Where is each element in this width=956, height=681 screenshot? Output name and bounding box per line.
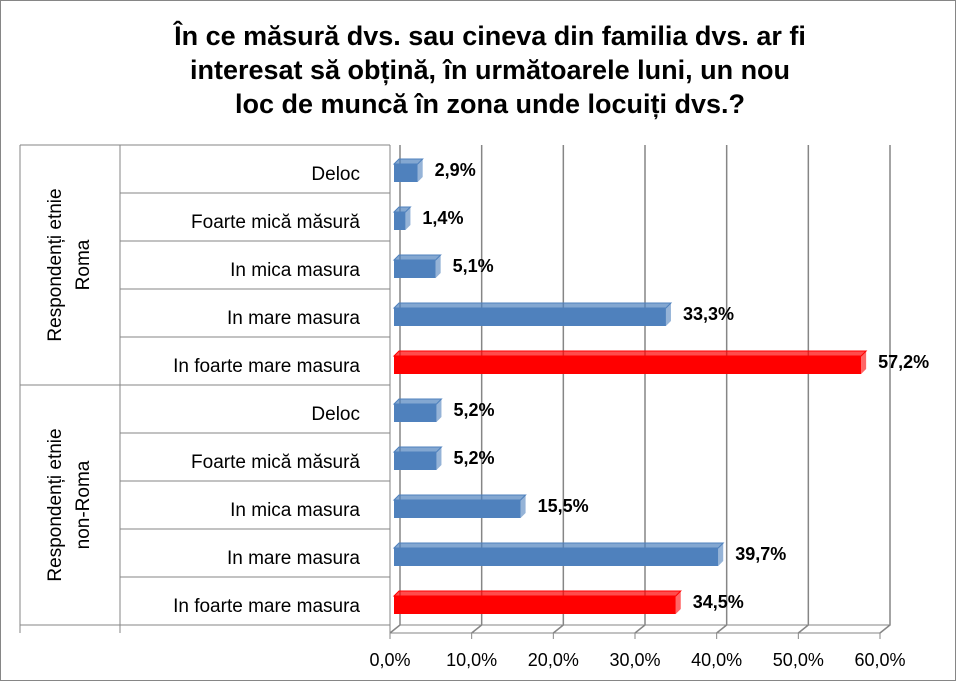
bar xyxy=(394,548,719,566)
chart-title: În ce măsură dvs. sau cineva din familia… xyxy=(172,20,806,51)
bar xyxy=(394,500,521,518)
value-label: 2,9% xyxy=(435,160,476,180)
x-tick-label: 50,0% xyxy=(773,650,824,670)
bar-top xyxy=(392,446,443,453)
x-tick-label: 30,0% xyxy=(609,650,660,670)
y-tick-label: In foarte mare masura xyxy=(173,356,360,377)
bar xyxy=(394,164,418,182)
bar-top xyxy=(392,158,424,165)
value-label: 5,1% xyxy=(453,256,494,276)
bar-side xyxy=(665,303,671,326)
bar xyxy=(394,404,437,422)
bar-side xyxy=(417,159,423,182)
y-tick-label: Foarte mică măsură xyxy=(191,452,360,473)
bar-top xyxy=(392,542,725,549)
value-label: 15,5% xyxy=(538,496,589,516)
group-label-line: Respondenți etnie xyxy=(45,428,66,581)
bar xyxy=(394,212,406,230)
y-tick-label: In mare masura xyxy=(227,548,360,569)
x-tick-label: 20,0% xyxy=(528,650,579,670)
value-label: 34,5% xyxy=(693,592,744,612)
group-label: Respondenți etnie non-Roma xyxy=(45,428,94,581)
bar-top xyxy=(392,398,443,405)
value-label: 33,3% xyxy=(683,304,734,324)
value-label: 5,2% xyxy=(453,448,494,468)
bar-top xyxy=(392,350,868,357)
group-label-line: non-Roma xyxy=(73,460,94,549)
x-tick-label: 10,0% xyxy=(446,650,497,670)
value-label: 39,7% xyxy=(735,544,786,564)
bar xyxy=(394,356,862,374)
bar-top xyxy=(392,254,442,261)
bar-side xyxy=(435,255,441,278)
bar-side xyxy=(436,447,442,470)
bar-side xyxy=(405,207,411,230)
y-tick-label: In mare masura xyxy=(227,308,360,329)
bar-top xyxy=(392,590,682,597)
bar-side xyxy=(436,399,442,422)
bar-side xyxy=(861,351,867,374)
bar-side xyxy=(675,591,681,614)
bar-side xyxy=(718,543,724,566)
value-label: 57,2% xyxy=(878,352,929,372)
y-tick-label: In mica masura xyxy=(230,500,360,521)
group-label-line: Roma xyxy=(73,239,94,290)
bar xyxy=(394,260,436,278)
group-label-line: Respondenți etnie xyxy=(45,188,66,341)
bar-side xyxy=(520,495,526,518)
x-tick-label: 0,0% xyxy=(369,650,410,670)
y-tick-label: In foarte mare masura xyxy=(173,596,360,617)
value-label: 1,4% xyxy=(422,208,463,228)
bar xyxy=(394,596,676,614)
bar-top xyxy=(392,494,527,501)
x-tick-label: 40,0% xyxy=(691,650,742,670)
y-tick-label: In mica masura xyxy=(230,260,360,281)
y-tick-label: Deloc xyxy=(311,404,360,425)
bar-top xyxy=(392,302,673,309)
group-label: Respondenți etnie Roma xyxy=(45,188,94,341)
chart-title: loc de muncă în zona unde locuiți dvs.? xyxy=(235,89,745,119)
y-tick-label: Deloc xyxy=(311,164,360,185)
x-tick-label: 60,0% xyxy=(854,650,905,670)
value-label: 5,2% xyxy=(453,400,494,420)
bar xyxy=(394,308,666,326)
y-tick-label: Foarte mică măsură xyxy=(191,212,360,233)
bar xyxy=(394,452,437,470)
chart-title: interesat să obțină, în următoarele luni… xyxy=(190,55,790,85)
